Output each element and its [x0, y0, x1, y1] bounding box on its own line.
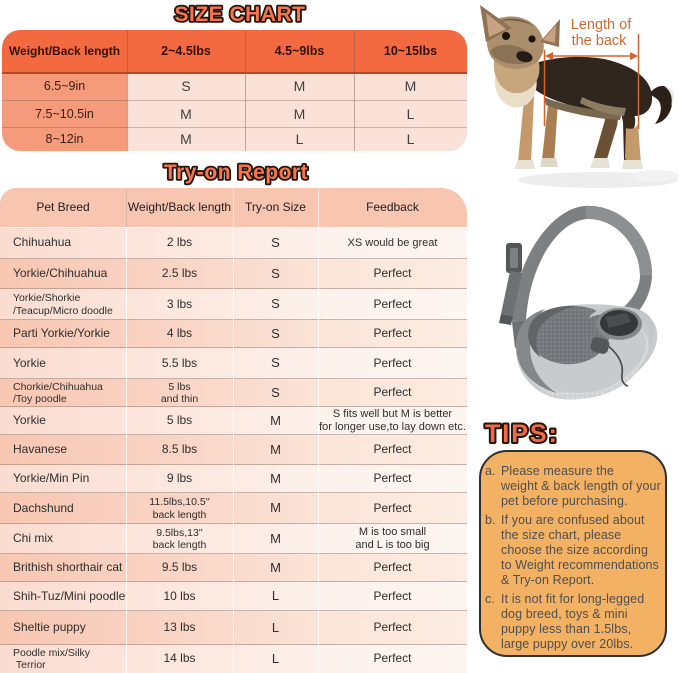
svg-text:TIPS:: TIPS:	[485, 420, 559, 448]
svg-text:SIZE CHART: SIZE CHART	[175, 3, 306, 26]
svg-text:Try-on Report: Try-on Report	[164, 161, 308, 184]
svg-text:the back: the back	[572, 33, 628, 49]
svg-text:Length of: Length of	[571, 17, 632, 33]
